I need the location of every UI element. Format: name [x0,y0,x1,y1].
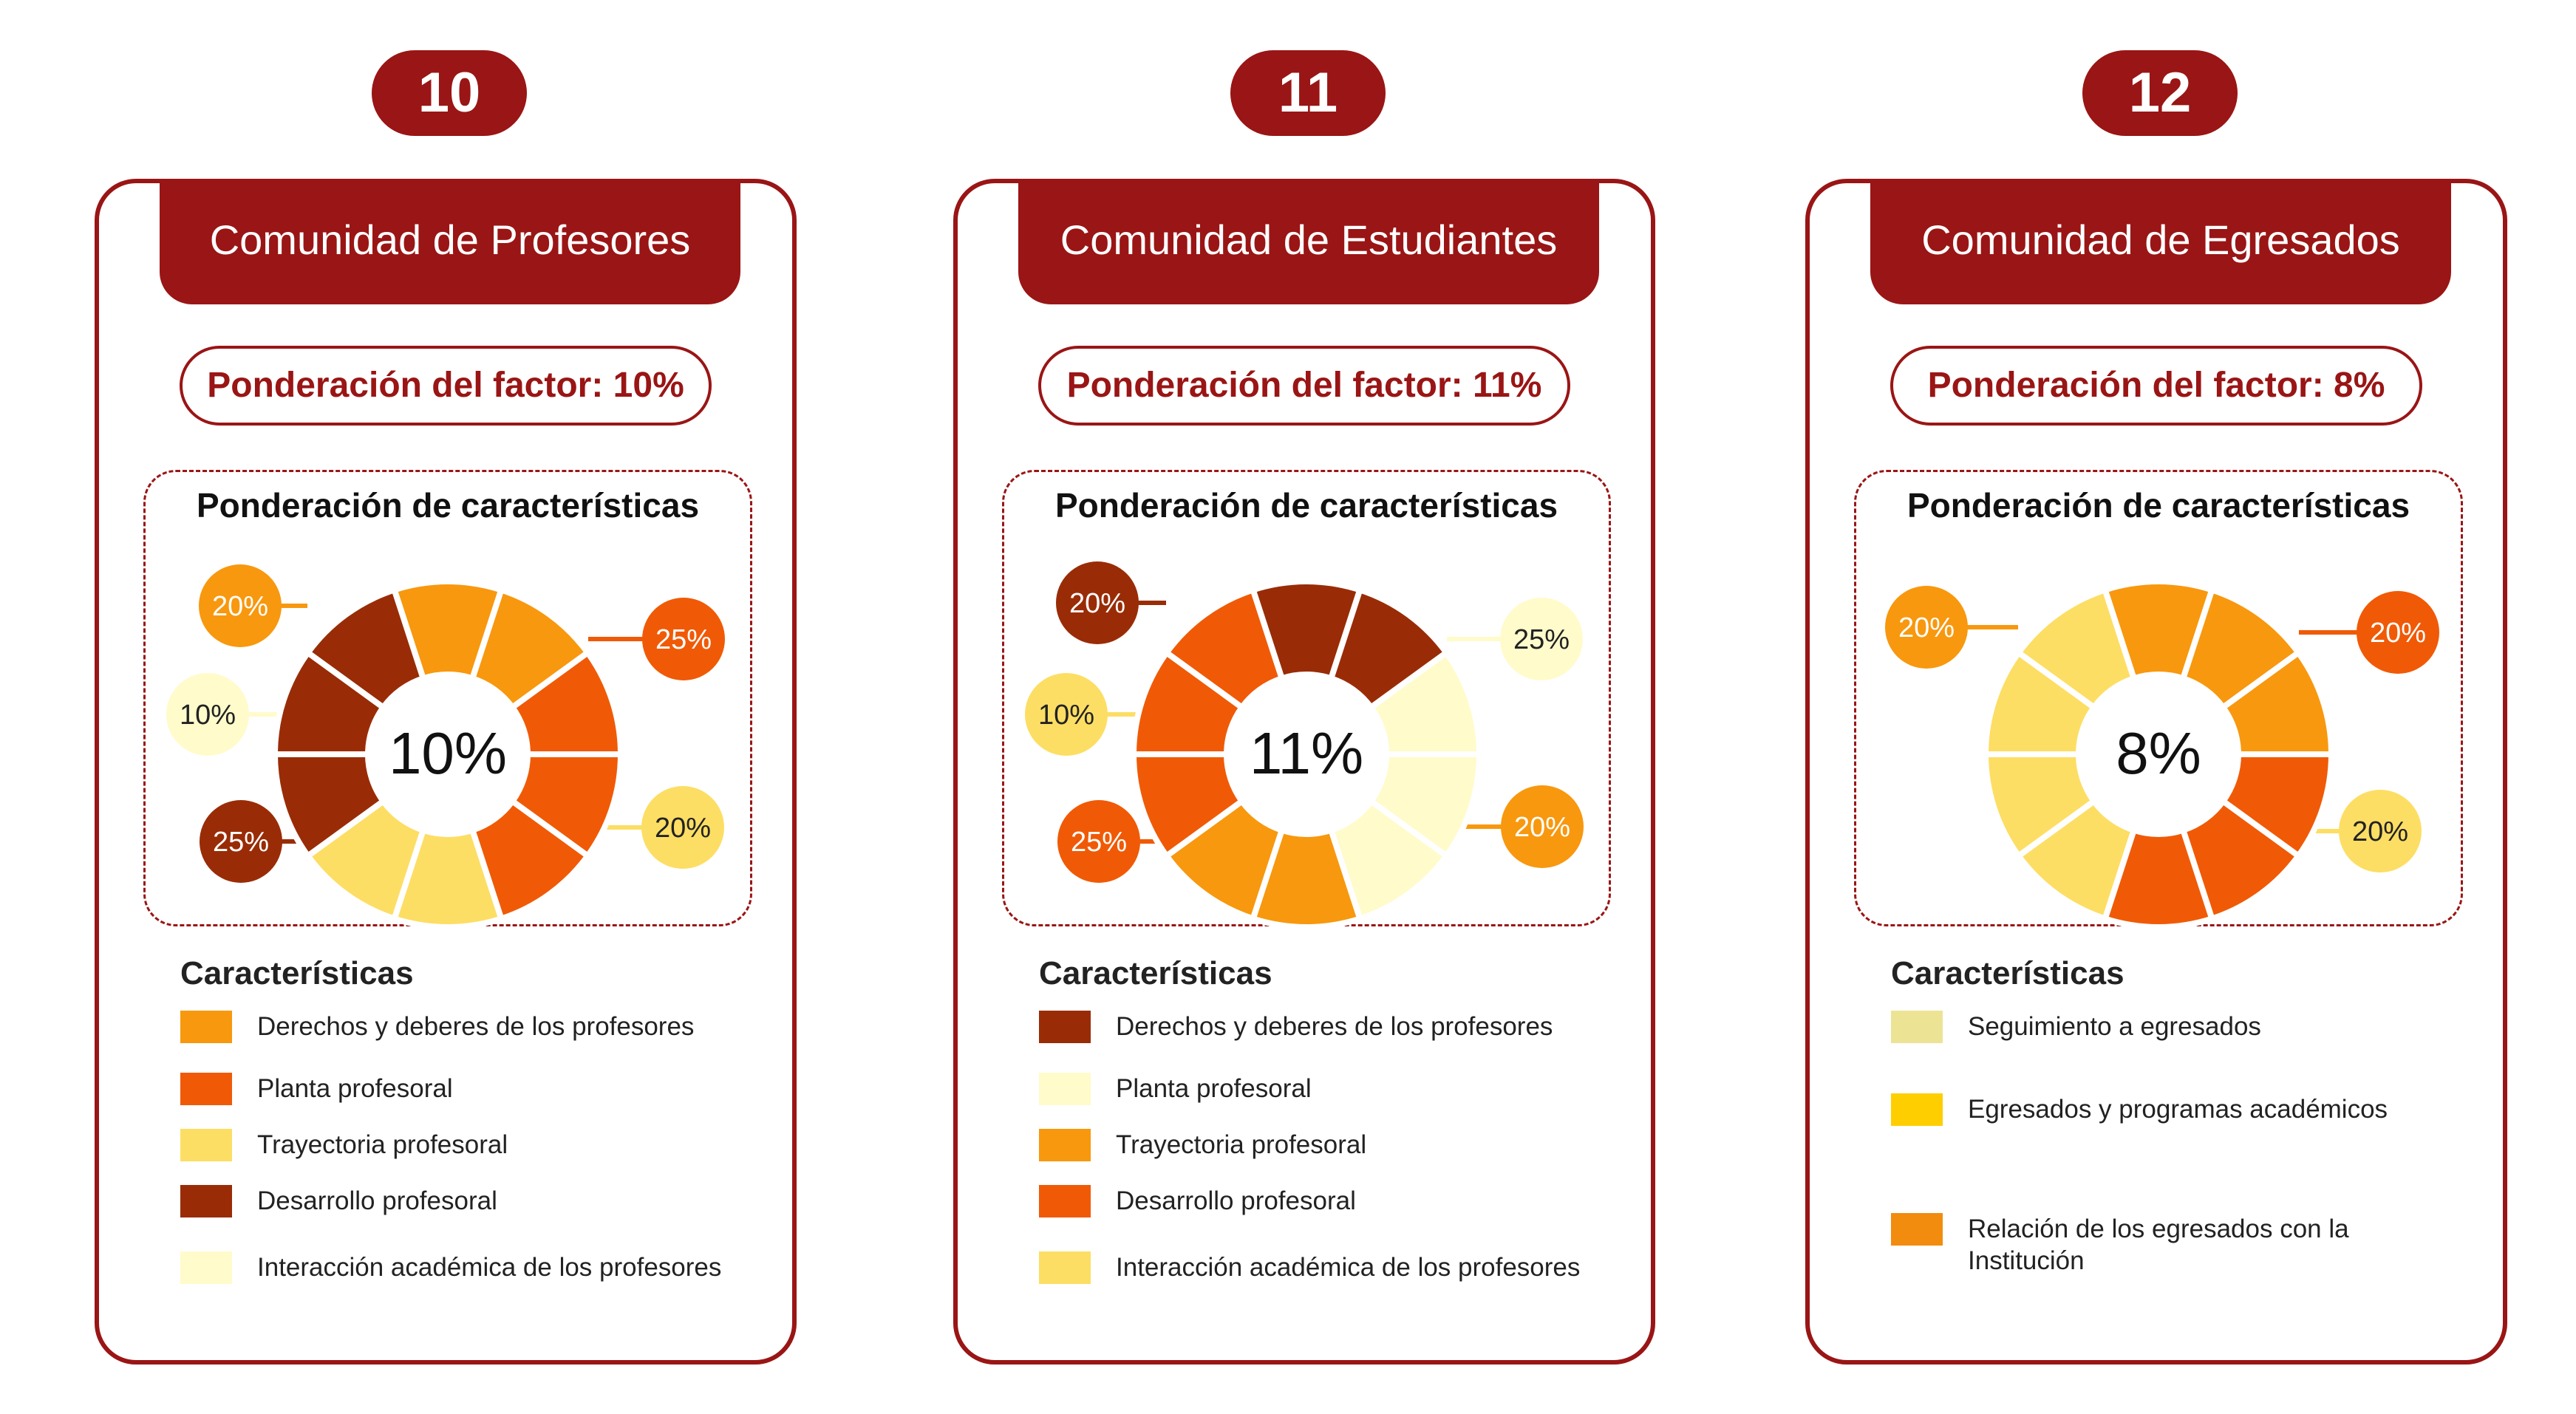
legend-label: Egresados y programas académicos [1968,1095,2388,1124]
callout-label: 20% [212,591,268,622]
callout-label: 25% [655,624,712,655]
callout-bubble [2339,790,2422,872]
legend-label: Interacción académica de los profesores [257,1253,722,1282]
donut-center-label: 11% [1250,720,1363,786]
chart-title: Ponderación de características [1054,486,1558,525]
legend-label: Seguimiento a egresados [1968,1012,2261,1041]
donut-chart: 11% 20% 25% 20% 25% 10% [1025,561,1584,930]
chart-box: Ponderación de características 10% 20% 25%… [143,470,752,930]
panel-number-badge: 11 [1230,50,1386,136]
callout-label: 25% [1071,827,1127,858]
panel-profesores: 10 Comunidad de Profesores Ponderación d… [95,0,804,1414]
panel-card: Comunidad de Profesores Ponderación del … [95,179,797,1365]
panel-card: Comunidad de Estudiantes Ponderación del… [953,179,1655,1365]
panel-title: Comunidad de Egresados [1870,179,2451,304]
callout-bubble [642,598,725,680]
callout-bubble [1057,800,1140,883]
donut-chart: 8% 20% 20% 20% [1885,578,2439,930]
panel-title: Comunidad de Estudiantes [1018,179,1599,304]
callout-label: 20% [1898,612,1955,643]
donut-slice [2014,586,2138,712]
panel-number-badge: 12 [2082,50,2238,136]
legend-swatch [1039,1011,1091,1043]
legend-label: Derechos y deberes de los profesores [1116,1012,1553,1041]
donut-slice [1162,586,1286,712]
legend-swatch [1891,1011,1943,1043]
callout-label: 20% [1514,812,1570,843]
legend-label: Desarrollo profesoral [257,1186,497,1215]
panel-estudiantes: 11 Comunidad de Estudiantes Ponderación … [953,0,1663,1414]
donut-slice [304,586,427,712]
chart-box: Ponderación de características 11% 20% 25%… [1002,470,1611,930]
panel-title: Comunidad de Profesores [160,179,740,304]
legend-label: Derechos y deberes de los profesores [257,1012,695,1041]
callout-label: 25% [213,827,269,858]
callout-bubble [1056,561,1139,644]
panel-card: Comunidad de Egresados Ponderación del f… [1805,179,2507,1365]
callout-label: 20% [655,813,711,844]
panel-number-badge: 10 [372,50,527,136]
chart-title: Ponderación de características [196,486,700,525]
legend-swatch [1891,1213,1943,1246]
legend-label: Relación de los egresados con la Institu… [1968,1215,2349,1275]
panel-egresados: 12 Comunidad de Egresados Ponderación de… [1805,0,2515,1414]
donut-center-label: 10% [389,720,507,786]
legend-title: Características [1891,955,2124,991]
callout-bubble [1501,785,1584,868]
legend-label: Trayectoria profesoral [1116,1130,1367,1159]
chart-title: Ponderación de características [1907,486,2410,525]
callout-bubble [1025,673,1108,756]
legend-swatch [1039,1129,1091,1161]
legend-swatch [180,1251,232,1284]
callout-bubble [199,564,282,647]
legend-swatch [1039,1185,1091,1217]
legend-swatch [180,1011,232,1043]
legend-swatch [1039,1073,1091,1105]
legend-label: Interacción académica de los profesores [1116,1253,1581,1282]
callout-label: 20% [2352,816,2408,847]
legend-swatch [180,1185,232,1217]
callout-label: 20% [2370,618,2426,649]
callout-bubble [200,800,282,883]
legend-swatch [1039,1251,1091,1284]
callout-label: 25% [1513,624,1570,655]
legend-title: Características [1039,955,1272,991]
donut-chart: 10% 20% 25% 20% 25% 10% [166,564,725,930]
callout-bubble [1500,598,1583,680]
legend-title: Características [180,955,414,991]
callout-bubble [166,673,249,756]
chart-box: Ponderación de características 8% 20% 20% 2… [1854,470,2463,930]
factor-weight-pill: Ponderación del factor: 8% [1890,346,2422,426]
legend-label: Desarrollo profesoral [1116,1186,1356,1215]
legend-label: Planta profesoral [257,1074,453,1103]
factor-weight-pill: Ponderación del factor: 11% [1038,346,1570,426]
callout-bubble [1885,586,1968,669]
factor-weight-pill: Ponderación del factor: 10% [180,346,712,426]
callout-label: 10% [1038,700,1094,731]
legend-label: Planta profesoral [1116,1074,1312,1103]
legend-swatch [1891,1093,1943,1126]
callout-label: 10% [180,700,236,731]
legend-swatch [180,1073,232,1105]
callout-bubble [2357,591,2439,674]
callout-bubble [641,786,724,869]
donut-center-label: 8% [2116,720,2201,786]
legend-swatch [180,1129,232,1161]
callout-label: 20% [1069,588,1125,619]
legend-label: Trayectoria profesoral [257,1130,508,1159]
